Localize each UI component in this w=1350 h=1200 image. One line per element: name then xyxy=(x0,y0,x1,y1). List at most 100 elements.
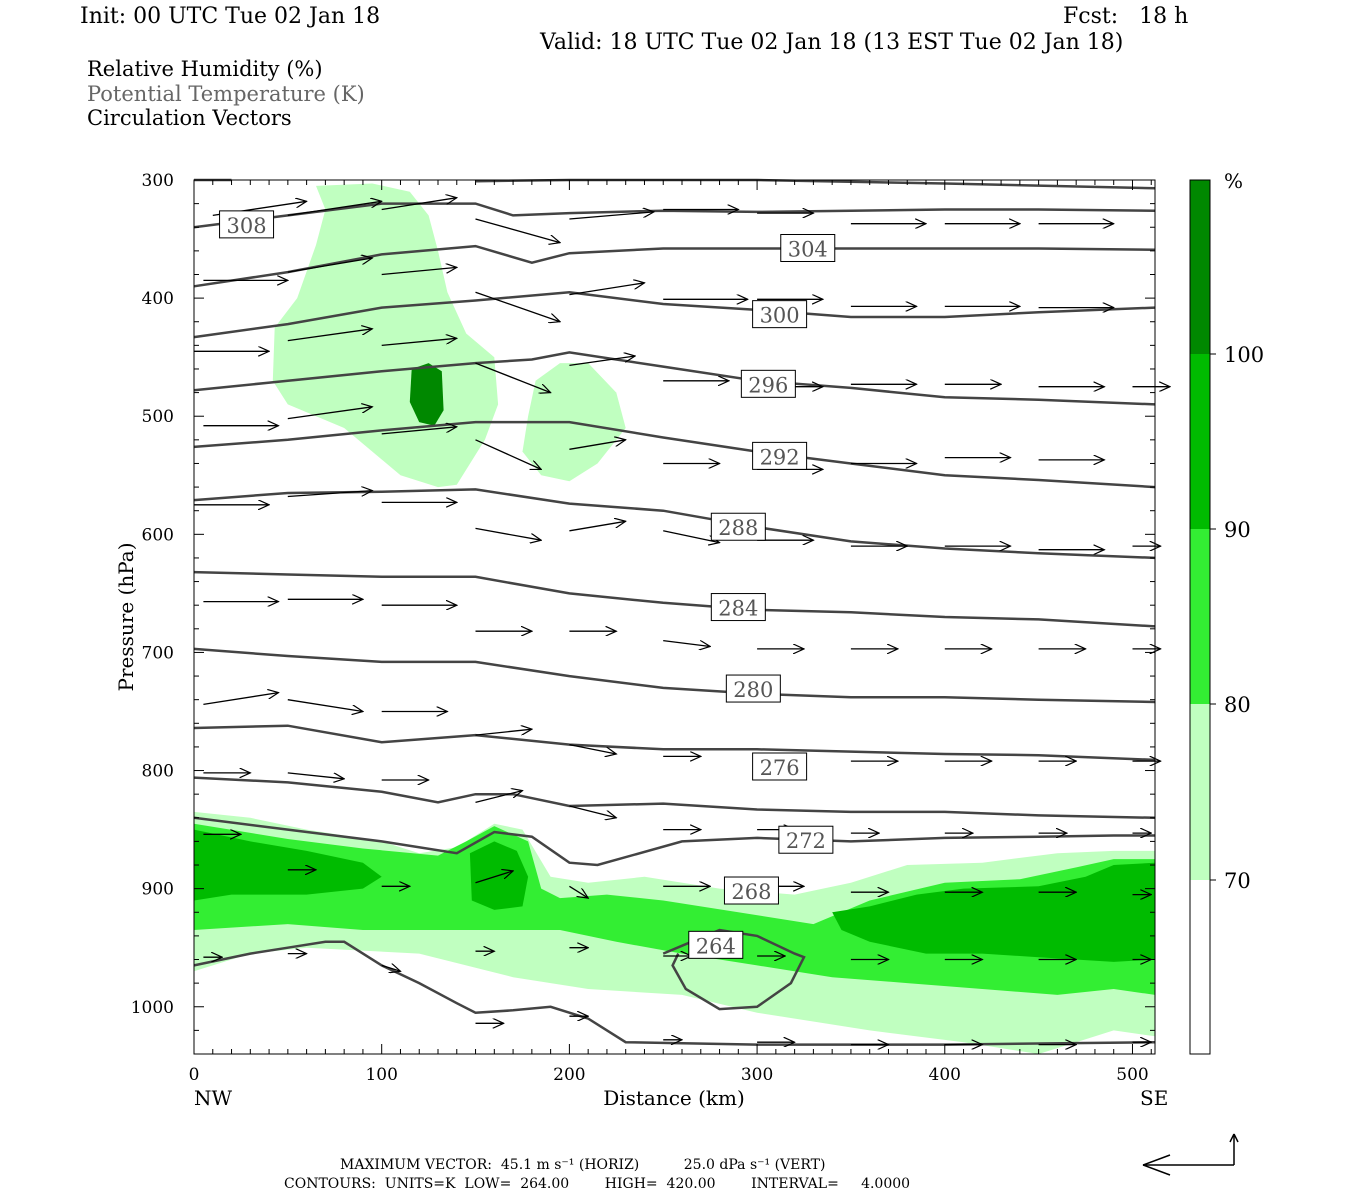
circulation-vector xyxy=(475,527,542,540)
colorbar-label: 70 xyxy=(1224,869,1251,893)
colorbar-band xyxy=(1190,880,1210,1054)
contour-label-box xyxy=(710,512,766,541)
y-tick-label: 600 xyxy=(142,525,174,545)
field-rh-label: Relative Humidity (%) xyxy=(87,57,323,81)
circulation-vector xyxy=(475,291,561,322)
init-time: Init: 00 UTC Tue 02 Jan 18 xyxy=(80,4,381,29)
rh-region-80 xyxy=(194,823,1155,995)
circulation-vector xyxy=(287,258,373,273)
circulation-vector xyxy=(381,338,457,347)
contour-label-268: 268 xyxy=(731,880,771,904)
colorbar-label: 80 xyxy=(1224,693,1251,717)
plot-frame xyxy=(193,179,1156,1055)
theta-contour-308 xyxy=(193,202,1156,229)
contours-note: CONTOURS: UNITS=K LOW= 264.00 HIGH= 420.… xyxy=(284,1176,911,1192)
circulation-vector xyxy=(475,362,551,393)
y-tick-label: 500 xyxy=(142,407,174,427)
contour-label-box xyxy=(752,752,808,781)
circulation-vector xyxy=(475,871,514,884)
theta-contour-296 xyxy=(193,351,1156,406)
theta-contour-312 xyxy=(475,178,1156,190)
circulation-vector xyxy=(475,218,561,243)
contour-label-box xyxy=(780,234,836,263)
theta-contour-300 xyxy=(193,290,1156,339)
x-tick-label: 0 xyxy=(189,1065,200,1085)
contour-label-box xyxy=(219,210,275,239)
contour-label-box xyxy=(723,876,779,905)
max-vector-note: MAXIMUM VECTOR: 45.1 m s⁻¹ (HORIZ) 25.0 … xyxy=(340,1157,826,1173)
circulation-vector xyxy=(381,267,457,276)
contour-label-288: 288 xyxy=(718,516,758,540)
contour-label-308: 308 xyxy=(227,214,267,238)
circulation-vector xyxy=(569,743,616,754)
colorbar-band xyxy=(1190,180,1210,354)
theta-contour-272 xyxy=(193,776,1156,820)
contour-label-box xyxy=(710,593,766,622)
circulation-vector xyxy=(569,283,644,296)
forecast-hour: Fcst: 18 h xyxy=(1063,4,1189,29)
contour-label-284: 284 xyxy=(718,597,758,621)
colorbar-band xyxy=(1190,529,1210,704)
x-axis-title: Distance (km) xyxy=(603,1086,745,1110)
x-tick-label: 300 xyxy=(741,1065,773,1085)
circulation-vector xyxy=(475,439,542,470)
circulation-vector xyxy=(203,693,278,706)
valid-time: Valid: 18 UTC Tue 02 Jan 18 (13 EST Tue … xyxy=(540,30,1124,55)
contour-label-304: 304 xyxy=(788,238,828,262)
circulation-vector xyxy=(287,699,363,712)
rh-region-100 xyxy=(409,363,444,426)
contour-label-292: 292 xyxy=(760,445,800,469)
circulation-vector xyxy=(381,965,401,971)
circulation-vector xyxy=(287,329,373,342)
y-tick-label: 300 xyxy=(142,171,174,191)
colorbar-band xyxy=(1190,354,1210,529)
circulation-vector xyxy=(569,885,588,898)
y-tick-label: 1000 xyxy=(131,998,174,1018)
contour-label-264: 264 xyxy=(696,934,736,958)
colorbar: 70 80 90 100% xyxy=(1189,169,1264,1055)
field-vectors-label: Circulation Vectors xyxy=(87,106,292,130)
circulation-vector xyxy=(569,805,616,818)
colorbar-frame xyxy=(1189,179,1211,1055)
theta-contour-276 xyxy=(193,724,1156,762)
circulation-vector xyxy=(381,427,457,435)
contour-label-box xyxy=(752,300,808,329)
x-end-label-se: SE xyxy=(1140,1086,1168,1110)
circulation-vector xyxy=(475,791,523,804)
y-tick-label: 900 xyxy=(142,880,174,900)
x-tick-label: 100 xyxy=(365,1065,397,1085)
colorbar-unit: % xyxy=(1224,169,1243,193)
rh-region-90 xyxy=(194,829,382,901)
theta-contours xyxy=(193,178,1156,1046)
circulation-vector xyxy=(381,198,457,211)
circulation-vector xyxy=(569,212,654,220)
circulation-vector xyxy=(287,772,344,779)
circulation-vectors xyxy=(194,198,1170,1045)
contour-label-280: 280 xyxy=(733,678,773,702)
x-tick-label: 500 xyxy=(1116,1065,1148,1085)
y-tick-label: 400 xyxy=(142,289,174,309)
circulation-vector xyxy=(569,440,625,450)
circulation-vector xyxy=(569,521,625,532)
circulation-vector xyxy=(663,639,710,647)
circulation-vector xyxy=(475,729,532,736)
contour-label-box xyxy=(725,674,781,703)
colorbar-label: 90 xyxy=(1224,518,1251,542)
theta-contour-284 xyxy=(193,570,1156,628)
axes: 300 400 500 600 700 800 900 1000 0 100 200 300 400 50… xyxy=(131,171,1155,1085)
contour-labels: 264 268 272 276 280 284 288 292 296 300 304 308 xyxy=(219,210,836,959)
x-end-label-nw: NW xyxy=(194,1086,233,1110)
theta-contour-292 xyxy=(193,420,1156,489)
field-theta-label: Potential Temperature (K) xyxy=(87,82,365,106)
colorbar-band xyxy=(1190,704,1210,880)
contour-label-296: 296 xyxy=(748,373,788,397)
rh-region-70 xyxy=(272,183,499,488)
contour-label-300: 300 xyxy=(760,304,800,328)
x-tick-label: 400 xyxy=(929,1065,961,1085)
contour-label-276: 276 xyxy=(760,756,800,780)
circulation-vector xyxy=(287,491,373,498)
contour-label-272: 272 xyxy=(786,829,826,853)
circulation-vector xyxy=(287,407,373,420)
theta-contour-260 xyxy=(193,940,1156,1046)
